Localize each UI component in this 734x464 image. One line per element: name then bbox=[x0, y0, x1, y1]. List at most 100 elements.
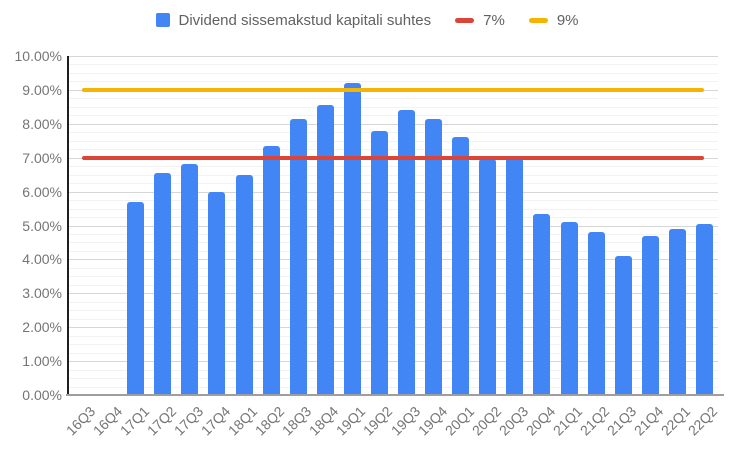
bar-20Q2 bbox=[479, 159, 497, 395]
bar-21Q2 bbox=[587, 232, 605, 395]
bar-19Q1 bbox=[343, 83, 361, 395]
bar-21Q4 bbox=[641, 235, 659, 395]
chart-legend: Dividend sissemakstud kapitali suhtes 7%… bbox=[0, 8, 734, 32]
gridline-minor bbox=[68, 310, 718, 312]
gridline-minor bbox=[68, 318, 718, 320]
bar-22Q2 bbox=[695, 223, 713, 395]
x-tick-label-19Q4: 19Q4 bbox=[414, 403, 450, 439]
legend-item-9pct: 9% bbox=[528, 11, 579, 29]
x-tick-label-18Q4: 18Q4 bbox=[306, 403, 342, 439]
gridline-minor bbox=[68, 386, 718, 388]
bar-21Q1 bbox=[560, 222, 578, 395]
y-tick-label: 1.00% bbox=[22, 353, 62, 370]
gridline-minor bbox=[68, 250, 718, 252]
legend-9pct-dash-icon bbox=[528, 17, 548, 23]
legend-item-7pct: 7% bbox=[455, 12, 505, 29]
legend-7pct-label: 7% bbox=[483, 11, 505, 29]
gridline-minor bbox=[68, 106, 718, 108]
legend-9pct-label: 9% bbox=[556, 11, 579, 29]
x-tick-label-18Q2: 18Q2 bbox=[251, 403, 288, 439]
x-tick-label-22Q1: 22Q1 bbox=[658, 403, 694, 439]
x-tick-label-17Q3: 17Q3 bbox=[170, 403, 207, 439]
legend-7pct-dash-icon bbox=[455, 17, 475, 23]
gridline-minor bbox=[68, 132, 718, 134]
x-tick-label-22Q2: 22Q2 bbox=[685, 403, 721, 439]
gridline-minor bbox=[68, 166, 718, 168]
ref-line-9pct bbox=[81, 87, 705, 92]
gridline-minor bbox=[68, 140, 718, 142]
y-tick-label: 3.00% bbox=[22, 285, 62, 302]
x-tick-label-17Q4: 17Q4 bbox=[197, 403, 234, 439]
gridline-minor bbox=[68, 208, 718, 210]
gridline-minor bbox=[68, 335, 718, 337]
bar-17Q4 bbox=[208, 191, 226, 395]
bar-20Q1 bbox=[452, 137, 470, 395]
bar-19Q3 bbox=[398, 110, 416, 395]
y-tick-label: 5.00% bbox=[22, 217, 62, 234]
gridline-minor bbox=[68, 344, 718, 346]
gridline-minor bbox=[68, 233, 718, 235]
gridline-major bbox=[68, 293, 718, 295]
x-tick-label-20Q2: 20Q2 bbox=[468, 403, 505, 439]
gridline-minor bbox=[68, 301, 718, 303]
gridline-minor bbox=[68, 115, 718, 117]
x-tick-label-21Q3: 21Q3 bbox=[603, 403, 640, 439]
gridline-minor bbox=[68, 183, 718, 185]
bar-20Q4 bbox=[533, 213, 551, 395]
x-tick-label-17Q2: 17Q2 bbox=[143, 403, 180, 439]
x-tick-label-21Q4: 21Q4 bbox=[631, 403, 667, 439]
gridline-minor bbox=[68, 200, 718, 202]
gridline-minor bbox=[68, 242, 718, 244]
gridline-minor bbox=[68, 81, 718, 83]
bar-18Q2 bbox=[262, 145, 280, 395]
gridline-major bbox=[68, 361, 718, 363]
y-tick-label: 0.00% bbox=[22, 387, 62, 403]
x-axis-baseline bbox=[66, 394, 724, 396]
gridline-minor bbox=[68, 267, 718, 269]
gridline-major bbox=[68, 56, 718, 57]
x-tick-label-17Q1: 17Q1 bbox=[116, 403, 153, 439]
gridline-minor bbox=[68, 378, 718, 380]
gridline-minor bbox=[68, 98, 718, 100]
ref-line-7pct bbox=[81, 155, 705, 160]
gridline-minor bbox=[68, 72, 718, 74]
y-tick-label: 8.00% bbox=[22, 115, 62, 132]
legend-item-dividend: Dividend sissemakstud kapitali suhtes bbox=[155, 11, 432, 29]
bar-17Q3 bbox=[181, 164, 199, 395]
y-tick-label: 4.00% bbox=[22, 251, 62, 268]
gridline-minor bbox=[68, 369, 718, 371]
bar-18Q3 bbox=[289, 118, 307, 395]
y-axis-line bbox=[67, 56, 69, 396]
gridline-minor bbox=[68, 149, 718, 151]
x-tick-label-18Q3: 18Q3 bbox=[278, 403, 315, 439]
gridline-minor bbox=[68, 352, 718, 354]
bar-17Q2 bbox=[154, 172, 172, 395]
gridline-minor bbox=[68, 174, 718, 176]
legend-series-label: Dividend sissemakstud kapitali suhtes bbox=[178, 11, 432, 29]
plot-area bbox=[68, 56, 718, 395]
y-tick-label: 10.00% bbox=[14, 48, 62, 64]
gridline-major bbox=[68, 327, 718, 329]
bar-18Q4 bbox=[316, 105, 334, 395]
gridline-minor bbox=[68, 284, 718, 286]
x-tick-label-21Q1: 21Q1 bbox=[549, 403, 586, 439]
x-tick-label-18Q1: 18Q1 bbox=[224, 403, 261, 439]
x-tick-label-19Q1: 19Q1 bbox=[333, 403, 369, 439]
x-tick-label-19Q3: 19Q3 bbox=[387, 403, 423, 439]
x-tick-label-16Q4: 16Q4 bbox=[89, 403, 125, 439]
bar-17Q1 bbox=[127, 201, 145, 395]
y-tick-label: 7.00% bbox=[22, 149, 62, 166]
x-tick-label-20Q3: 20Q3 bbox=[495, 403, 532, 439]
y-tick-label: 2.00% bbox=[22, 319, 62, 336]
gridline-minor bbox=[68, 217, 718, 219]
bar-22Q1 bbox=[668, 228, 686, 395]
gridline-major bbox=[68, 225, 718, 227]
bar-19Q4 bbox=[425, 118, 443, 395]
x-tick-label-19Q2: 19Q2 bbox=[360, 403, 396, 439]
bar-18Q1 bbox=[235, 174, 253, 395]
bar-20Q3 bbox=[506, 157, 524, 395]
gridline-minor bbox=[68, 64, 718, 66]
x-tick-label-20Q1: 20Q1 bbox=[441, 403, 478, 439]
gridline-minor bbox=[68, 276, 718, 278]
